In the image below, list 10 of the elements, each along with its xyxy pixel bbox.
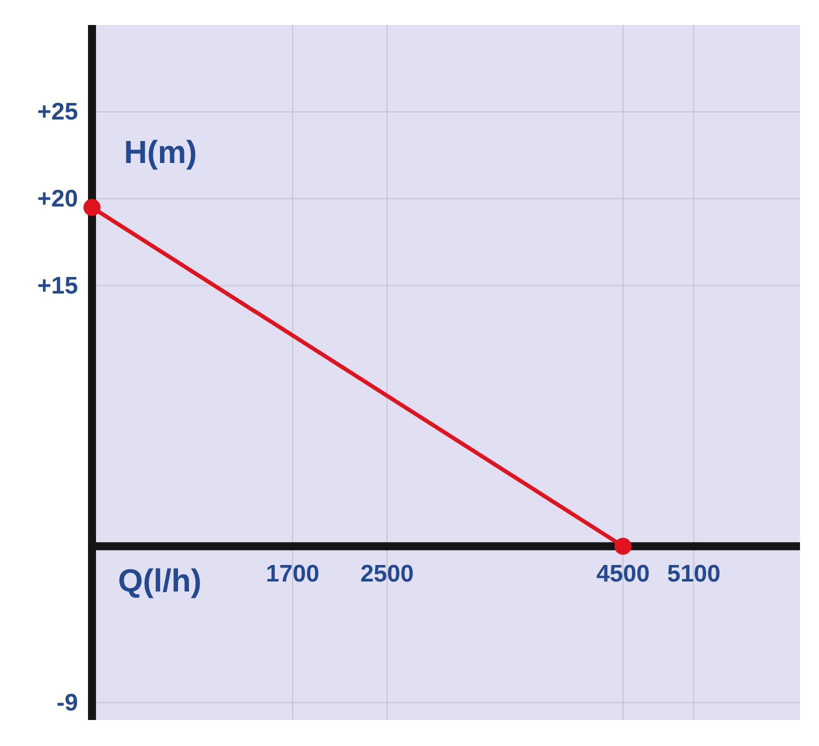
x-axis-title: Q(l/h) (118, 562, 202, 598)
x-tick-label: 5100 (667, 560, 720, 588)
x-tick-label: 4500 (596, 560, 650, 588)
x-tick-label: 2500 (360, 560, 414, 588)
y-tick-label: +25 (37, 98, 78, 126)
x-tick-label: 1700 (266, 560, 320, 588)
y-tick-label: -9 (56, 689, 78, 716)
y-axis-title: H(m) (124, 134, 197, 170)
y-tick-label: +20 (37, 185, 78, 212)
y-tick-label: +15 (37, 272, 78, 300)
